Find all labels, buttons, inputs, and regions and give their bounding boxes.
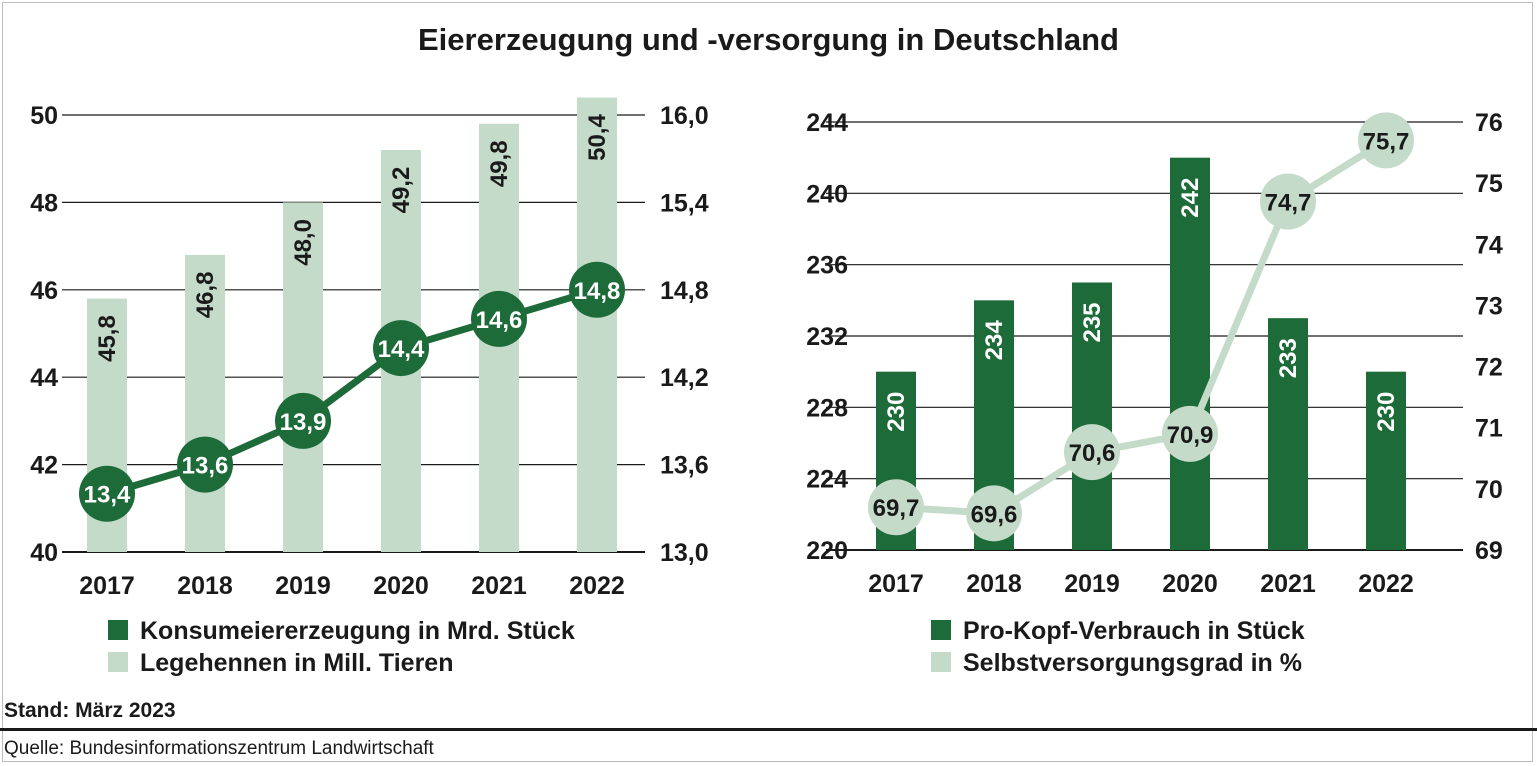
line-marker xyxy=(275,392,331,449)
left-axis-tick-label: 48 xyxy=(30,189,58,217)
footer-divider xyxy=(0,728,1537,731)
line-value-label: 14,4 xyxy=(378,336,425,363)
category-label: 2018 xyxy=(177,572,233,600)
line-value-label: 13,6 xyxy=(182,453,229,480)
line-marker xyxy=(1162,405,1218,462)
category-label: 2019 xyxy=(1064,570,1120,598)
line-value-label: 70,9 xyxy=(1167,422,1214,449)
line-value-label: 74,7 xyxy=(1265,189,1312,216)
left-axis-tick-label: 232 xyxy=(806,323,848,351)
left-axis-tick-label: 44 xyxy=(30,364,58,392)
left-axis-tick-label: 42 xyxy=(30,452,58,480)
left-axis-tick-label: 240 xyxy=(806,180,848,208)
bar-value-label: 230 xyxy=(1373,392,1400,432)
chart-title: Eiererzeugung und -versorgung in Deutsch… xyxy=(417,22,1119,57)
bar xyxy=(1268,318,1308,550)
legend-swatch xyxy=(108,620,128,640)
line-marker xyxy=(966,485,1022,542)
bar-value-label: 230 xyxy=(883,392,910,432)
bar-value-label: 242 xyxy=(1177,178,1204,218)
legend-swatch xyxy=(931,620,951,640)
line-value-label: 13,4 xyxy=(84,482,131,509)
right-axis-tick-label: 14,8 xyxy=(660,277,709,305)
line-marker xyxy=(177,436,233,493)
bar-value-label: 49,2 xyxy=(388,167,415,214)
stand-note: Stand: März 2023 xyxy=(4,699,176,722)
right-axis-tick-label: 13,0 xyxy=(660,539,709,567)
category-label: 2018 xyxy=(966,570,1022,598)
left-axis-tick-label: 236 xyxy=(806,252,848,280)
line-value-label: 70,6 xyxy=(1069,440,1116,467)
bar xyxy=(1170,157,1210,550)
right-axis-tick-label: 69 xyxy=(1475,537,1503,565)
right-axis-tick-label: 70 xyxy=(1475,476,1503,504)
line-marker xyxy=(471,290,527,347)
category-label: 2022 xyxy=(569,572,625,600)
category-label: 2021 xyxy=(471,572,527,600)
line-marker xyxy=(79,465,135,522)
category-label: 2021 xyxy=(1260,570,1316,598)
line-value-label: 14,8 xyxy=(574,278,621,305)
bar xyxy=(577,97,617,553)
bar-value-label: 46,8 xyxy=(192,271,219,318)
category-label: 2017 xyxy=(79,572,135,600)
category-label: 2022 xyxy=(1358,570,1414,598)
right-axis-tick-label: 74 xyxy=(1475,231,1503,259)
bar-value-label: 45,8 xyxy=(94,315,121,362)
right-axis-tick-label: 71 xyxy=(1475,415,1503,443)
source-note: Quelle: Bundesinformationszentrum Landwi… xyxy=(4,738,434,759)
bar-value-label: 49,8 xyxy=(486,140,513,187)
bar-value-label: 233 xyxy=(1275,338,1302,378)
left-axis-tick-label: 228 xyxy=(806,394,848,422)
left-axis-tick-label: 46 xyxy=(30,277,58,305)
legend-swatch xyxy=(108,652,128,672)
left-chart: 40 42 44 46 48 50 13,0 13,6 14,2 14,8 15,4 16,0 45,8… xyxy=(30,97,709,677)
legend-label: Konsumeiererzeugung in Mrd. Stück xyxy=(140,617,575,645)
line-value-label: 13,9 xyxy=(280,409,327,436)
category-label: 2020 xyxy=(373,572,429,600)
bar-value-label: 235 xyxy=(1079,302,1106,342)
legend-label: Pro-Kopf-Verbrauch in Stück xyxy=(963,617,1305,645)
line-value-label: 75,7 xyxy=(1363,128,1410,155)
left-axis-tick-label: 244 xyxy=(806,109,848,137)
bar-value-label: 50,4 xyxy=(584,114,611,161)
bar xyxy=(185,254,225,552)
line-marker xyxy=(373,320,429,377)
line-value-label: 14,6 xyxy=(476,307,523,334)
legend-label: Legehennen in Mill. Tieren xyxy=(140,649,453,677)
right-axis-tick-label: 76 xyxy=(1475,109,1503,137)
right-axis-tick-label: 75 xyxy=(1475,170,1503,198)
line-marker xyxy=(1260,173,1316,230)
category-label: 2017 xyxy=(868,570,924,598)
line-marker xyxy=(1064,424,1120,481)
right-chart: 220 224 228 232 236 240 244 69 70 71 72 73 74 75 76 230… xyxy=(806,109,1503,677)
line-value-label: 69,7 xyxy=(873,495,920,522)
bar-value-label: 48,0 xyxy=(290,219,317,266)
right-axis-tick-label: 13,6 xyxy=(660,452,709,480)
right-axis-tick-label: 15,4 xyxy=(660,189,709,217)
legend-label: Selbstversorgungsgrad in % xyxy=(963,649,1302,677)
right-axis-tick-label: 72 xyxy=(1475,354,1503,382)
left-axis-tick-label: 224 xyxy=(806,466,848,494)
bar xyxy=(283,202,323,552)
category-label: 2020 xyxy=(1162,570,1218,598)
line-marker xyxy=(569,261,625,318)
left-axis-tick-label: 220 xyxy=(806,537,848,565)
bar-value-label: 234 xyxy=(981,320,1008,361)
line-marker xyxy=(868,479,924,536)
left-axis-tick-label: 40 xyxy=(30,539,58,567)
right-axis-tick-label: 73 xyxy=(1475,292,1503,320)
legend-swatch xyxy=(931,652,951,672)
bar xyxy=(1366,371,1406,550)
right-axis-tick-label: 14,2 xyxy=(660,364,709,392)
category-label: 2019 xyxy=(275,572,331,600)
bar xyxy=(1072,282,1112,550)
line-marker xyxy=(1358,112,1414,169)
right-axis-tick-label: 16,0 xyxy=(660,102,709,130)
line-value-label: 69,6 xyxy=(971,501,1018,528)
left-axis-tick-label: 50 xyxy=(30,102,58,130)
